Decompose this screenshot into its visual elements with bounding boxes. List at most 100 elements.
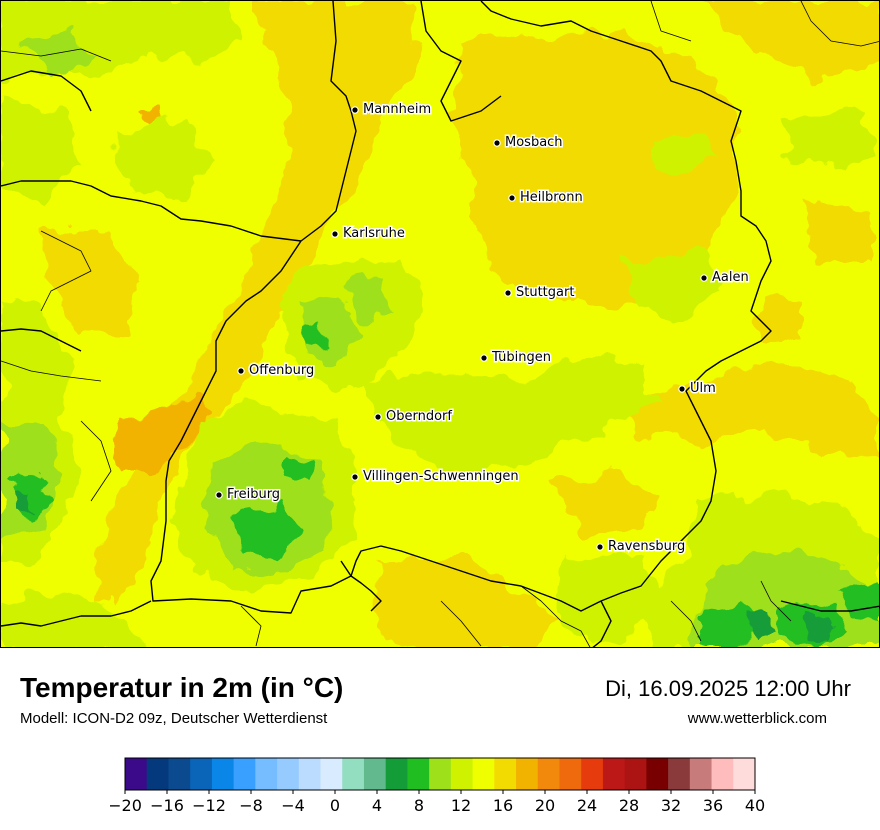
city-dot (508, 194, 516, 202)
city-dot (700, 274, 708, 282)
legend-swatch (559, 758, 582, 790)
temp-field-colder (16, 493, 831, 641)
city-label: Aalen (712, 270, 749, 285)
city-label: Stuttgart (516, 285, 574, 300)
city-dot (374, 413, 382, 421)
city-label-halo: Heilbronn (520, 190, 583, 205)
city-label: Freiburg (227, 487, 280, 502)
city-label-halo: Offenburg (249, 363, 314, 378)
city-dot (331, 230, 339, 238)
city-label: Karlsruhe (343, 226, 405, 241)
legend-tick-label: 4 (372, 796, 382, 815)
legend-tick-label: 8 (414, 796, 424, 815)
legend-swatch (342, 758, 365, 790)
legend-swatch (363, 758, 387, 790)
legend-swatch (125, 758, 148, 790)
legend-frame (124, 757, 756, 791)
legend-swatch (146, 758, 169, 790)
city-label-halo: Mannheim (363, 102, 431, 117)
legend-swatch (385, 758, 408, 790)
legend-tick-label: 36 (703, 796, 723, 815)
city-label-halo: Ulm (690, 381, 716, 396)
legend-swatch (429, 758, 452, 790)
legend-swatch (190, 758, 213, 790)
city-marker[interactable]: Villingen-SchwenningenVillingen-Schwenni… (351, 468, 520, 486)
city-dot (215, 491, 223, 499)
legend-tick-label: −8 (239, 796, 263, 815)
legend-swatch (255, 758, 278, 790)
model-source: Modell: ICON-D2 09z, Deutscher Wetterdie… (20, 710, 328, 727)
legend-swatch (646, 758, 669, 790)
website-link[interactable]: www.wetterblick.com (687, 710, 827, 727)
legend-swatch (602, 758, 626, 790)
legend-tick-label: 32 (661, 796, 681, 815)
city-label: Villingen-Schwenningen (363, 469, 519, 484)
city-label: Mannheim (363, 102, 431, 117)
legend-swatch (320, 758, 343, 790)
legend-tick-label: 12 (451, 796, 471, 815)
legend-tick-label: 20 (535, 796, 555, 815)
legend-swatch (516, 758, 539, 790)
city-label: Heilbronn (520, 190, 583, 205)
legend-swatch (277, 758, 300, 790)
city-dot (351, 473, 359, 481)
legend-swatch (537, 758, 560, 790)
city-dot (237, 367, 245, 375)
city-label-halo: Tübingen (491, 350, 551, 365)
city-label-halo: Ravensburg (608, 539, 685, 554)
city-dot (504, 289, 512, 297)
legend-tick-label: 40 (745, 796, 765, 815)
city-label: Ravensburg (608, 539, 685, 554)
legend-swatch (472, 758, 495, 790)
legend-tick-label: 28 (619, 796, 639, 815)
legend-swatch (494, 758, 517, 790)
legend-tick-label: −4 (281, 796, 305, 815)
legend-swatch (668, 758, 691, 790)
forecast-datetime: Di, 16.09.2025 12:00 Uhr (605, 676, 851, 701)
city-label-halo: Aalen (712, 270, 749, 285)
city-label-halo: Mosbach (505, 135, 563, 150)
legend-tick-label: 0 (330, 796, 340, 815)
legend-swatch (211, 758, 235, 790)
city-dot (493, 139, 501, 147)
city-dot (351, 106, 359, 114)
legend-swatch (407, 758, 430, 790)
state-borders (1, 1, 879, 647)
legend-swatch (733, 758, 756, 790)
city-label: Tübingen (491, 350, 551, 365)
temp-field-cold (11, 321, 879, 647)
city-label: Ulm (690, 381, 716, 396)
city-label-halo: Villingen-Schwenningen (363, 469, 519, 484)
legend-swatch (624, 758, 647, 790)
city-dot (678, 385, 686, 393)
legend-tick-label: −16 (150, 796, 184, 815)
legend-tick-label: 24 (577, 796, 597, 815)
city-label: Offenburg (249, 363, 314, 378)
legend-tick-label: −12 (192, 796, 226, 815)
country-borders (1, 1, 879, 647)
legend-tick-label: −20 (110, 796, 142, 815)
city-label-halo: Oberndorf (386, 409, 452, 424)
legend-swatch (689, 758, 713, 790)
temperature-map[interactable]: Mannheim Mannheim Mosbach Mosbach Heilbronn H… (0, 0, 880, 648)
city-label-halo: Freiburg (227, 487, 280, 502)
city-label: Mosbach (505, 135, 563, 150)
city-label-halo: Karlsruhe (343, 226, 405, 241)
legend-swatch (711, 758, 734, 790)
city-dot (596, 543, 604, 551)
city-label: Oberndorf (386, 409, 452, 424)
legend-swatch (581, 758, 604, 790)
